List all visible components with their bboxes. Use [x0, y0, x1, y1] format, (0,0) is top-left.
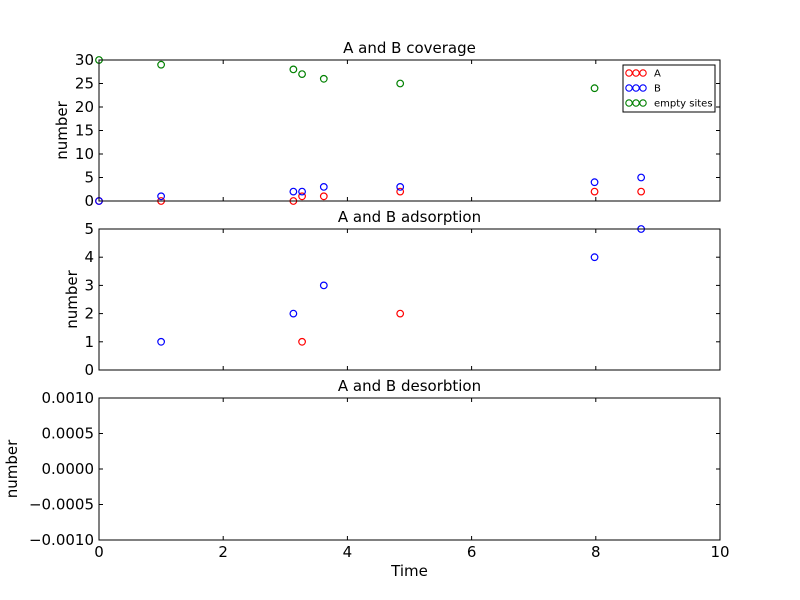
data-point [157, 337, 166, 346]
data-point [298, 187, 306, 196]
data-point [289, 309, 298, 318]
legend-entry: B [654, 84, 661, 95]
data-point [319, 182, 328, 191]
plot-frame [98, 228, 721, 371]
legend-marker [625, 69, 633, 77]
y-tick-label: 0.0005 [42, 425, 95, 443]
x-tick-label: 2 [218, 543, 228, 561]
data-point [396, 79, 405, 88]
legend-marker [639, 84, 647, 92]
chart-title: A and B adsorption [338, 208, 481, 226]
legend-box [622, 64, 716, 113]
data-point [289, 65, 298, 74]
y-tick-label: 20 [75, 98, 94, 116]
chart-panels: A and B coverage051015202530numberABempt… [3, 39, 730, 580]
y-tick-label: 10 [75, 145, 94, 163]
data-point [319, 74, 328, 83]
data-point [590, 187, 599, 196]
y-tick-label: 5 [84, 220, 94, 238]
chart-panel-3: A and B desorbtion 0 2 4 6 8 10 −0.0010 −0.0005 0… [3, 377, 730, 580]
y-tick-label: 0.0010 [42, 389, 95, 407]
x-tick-label: 8 [591, 543, 601, 561]
y-tick-label: 5 [84, 169, 94, 187]
legend-marker [632, 84, 640, 92]
y-tick-label: 0.0000 [42, 460, 95, 478]
data-point [637, 173, 646, 182]
data-point [590, 178, 599, 187]
x-tick-label: 10 [710, 543, 729, 561]
x-tick-label: 0 [94, 543, 104, 561]
y-tick-label: 0 [84, 192, 94, 210]
chart-title: A and B coverage [343, 39, 476, 57]
series-points-1 [298, 309, 405, 346]
data-point [396, 187, 405, 196]
data-point [319, 192, 328, 201]
data-point [298, 192, 306, 201]
data-point [590, 253, 599, 262]
y-axis-label: number [53, 100, 71, 159]
x-tick-label: 6 [467, 543, 477, 561]
legend-marker [632, 69, 640, 77]
y-axis-label: number [3, 439, 21, 498]
y-tick-label: 0 [84, 361, 94, 379]
chart-panel-2: A and B adsorption 0 1 2 3 4 5 number [63, 208, 721, 379]
series-b [95, 173, 646, 205]
legend-marker [639, 69, 647, 77]
legend-entry: A [654, 69, 661, 80]
y-tick-label: 25 [75, 75, 94, 93]
legend-entry: empty sites [654, 99, 713, 110]
y-axis-label: number [63, 269, 81, 328]
y-tick-label: 2 [84, 305, 94, 323]
data-point [319, 281, 328, 290]
y-tick-label: 4 [84, 248, 94, 266]
legend-marker [625, 99, 633, 107]
chart-panel-1: A and B coverage 0 5 10 15 20 25 30 number ABempt… [53, 39, 721, 210]
legend-marker [632, 99, 640, 107]
y-tick-label: −0.0005 [29, 496, 94, 514]
plot-frame [98, 397, 721, 541]
y-tick-label: 3 [84, 276, 94, 294]
legend-marker [639, 99, 647, 107]
data-point [157, 60, 166, 69]
y-tick-label: 30 [75, 51, 94, 69]
chart-title: A and B desorbtion [338, 377, 481, 395]
data-point [396, 182, 405, 191]
data-point [590, 84, 599, 93]
y-tick-label: 1 [84, 333, 94, 351]
y-tick-label: 15 [75, 122, 94, 140]
y-tick-label: −0.0010 [29, 531, 94, 549]
data-point [396, 309, 405, 318]
x-axis-label: Time [390, 562, 428, 580]
plot-frame [98, 59, 721, 202]
data-point [289, 187, 298, 196]
data-point [298, 70, 306, 78]
data-point [298, 337, 306, 346]
data-point [157, 192, 166, 201]
x-tick-label: 4 [343, 543, 353, 561]
data-point [637, 187, 646, 196]
legend-marker [625, 84, 633, 92]
